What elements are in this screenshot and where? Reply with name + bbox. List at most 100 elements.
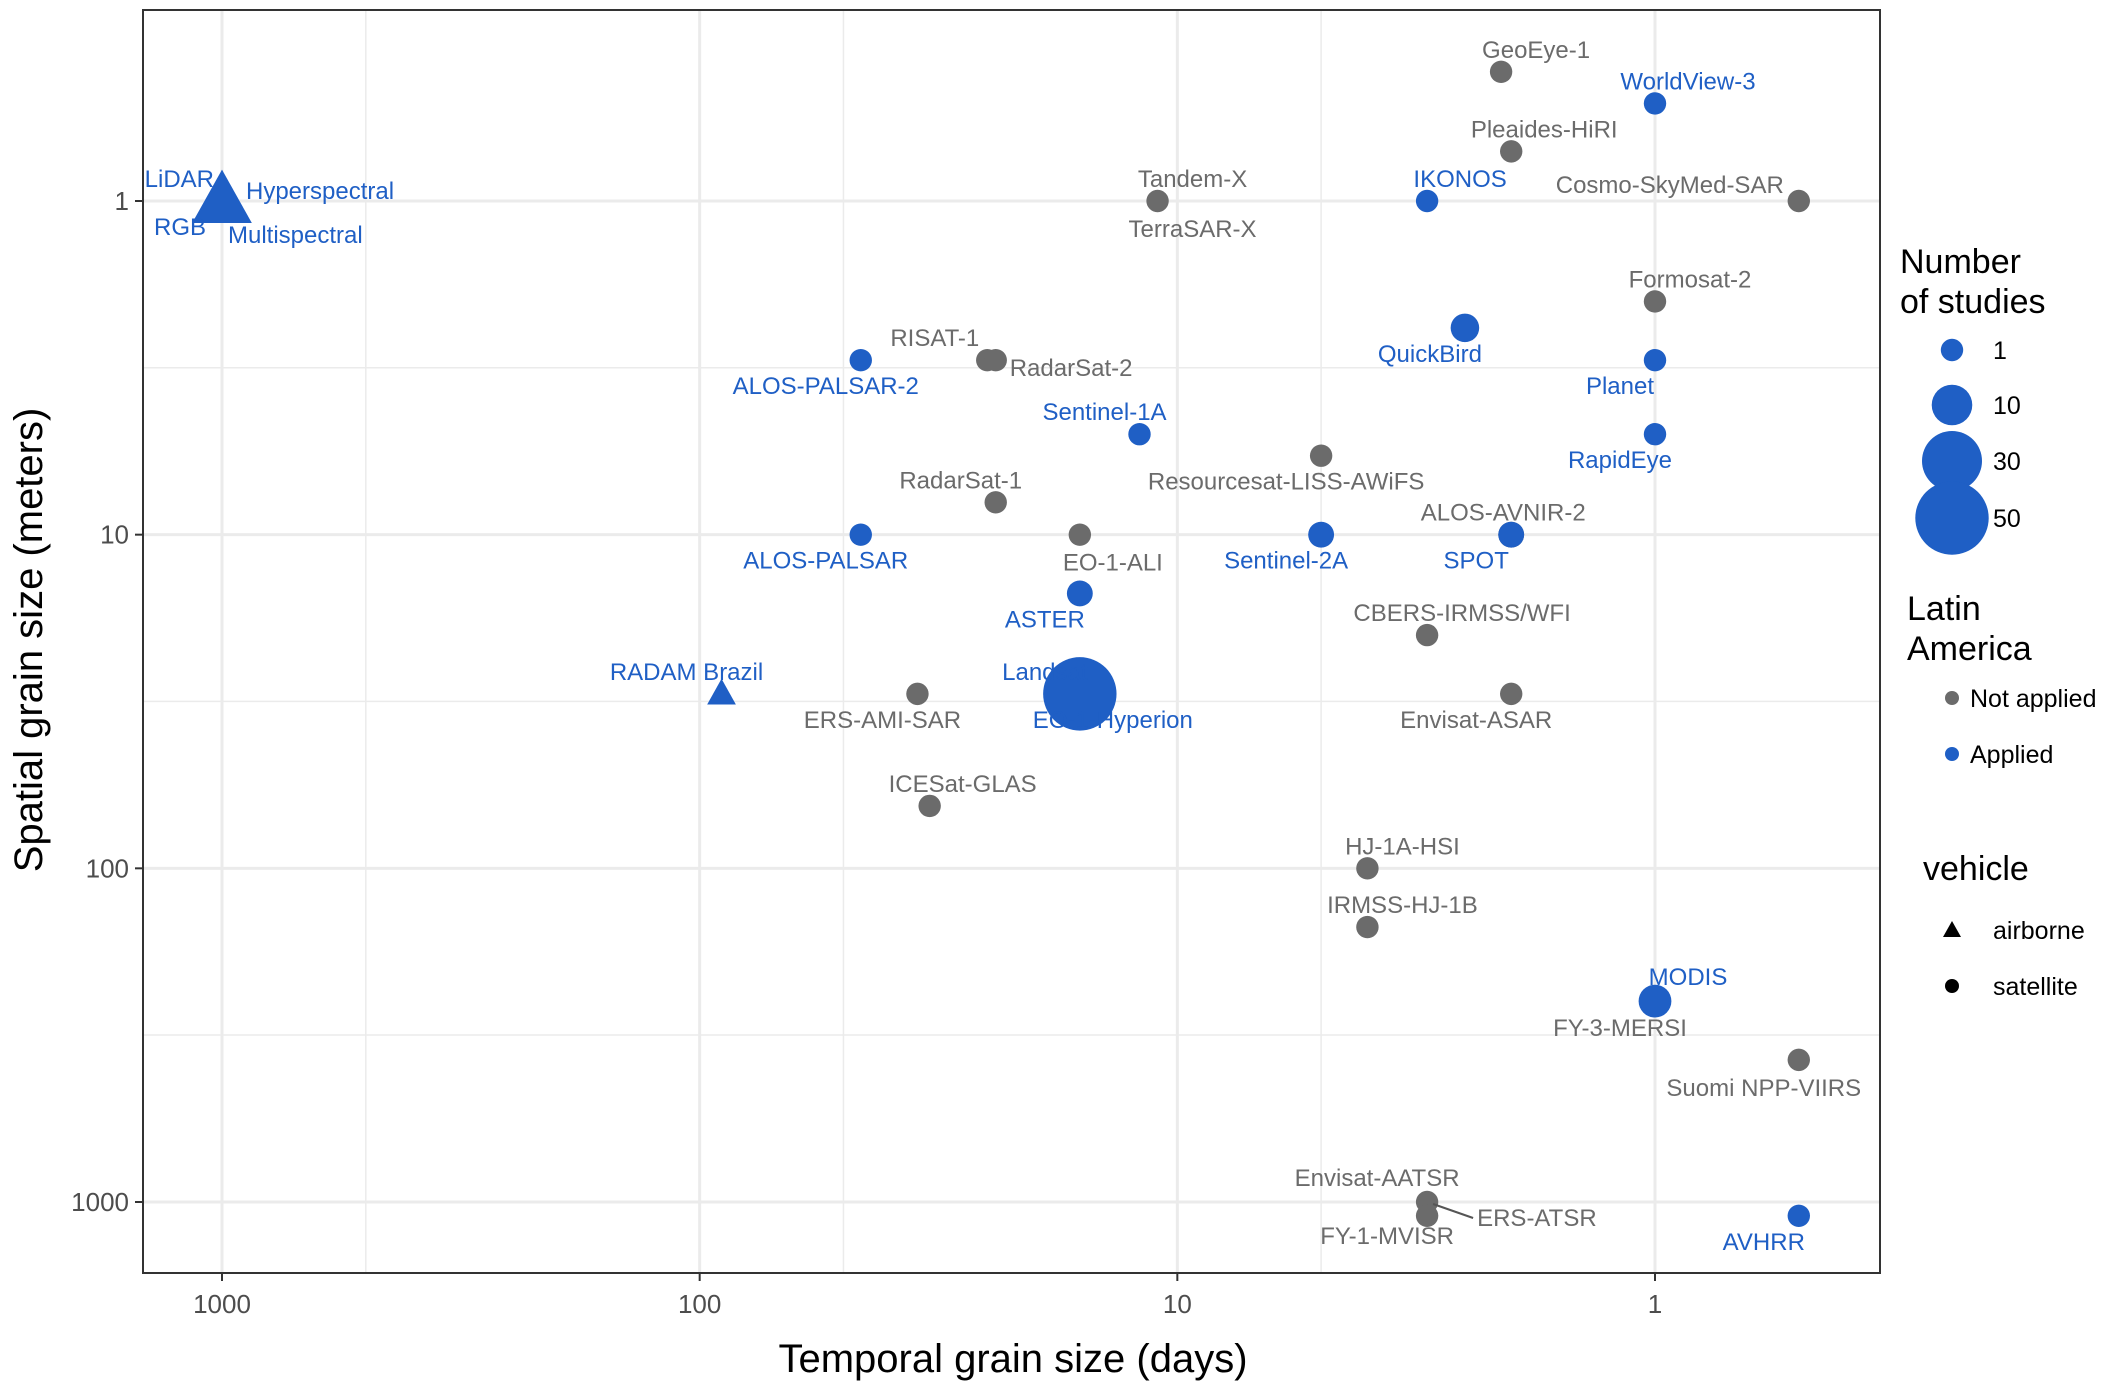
x-tick-label: 1000 [193,1289,251,1319]
point-modis [1638,984,1672,1018]
legend-color-label-applied: Applied [1970,741,2053,769]
point-radarsat-1 [984,491,1007,514]
point-label-spot: SPOT [1444,548,1510,575]
legend-size-label-50: 50 [1993,505,2021,533]
y-axis-title: Spatial grain size (meters) [7,408,51,873]
y-tick-label: 1000 [71,1187,129,1217]
legend-size-label-30: 30 [1993,448,2021,476]
point-label-planet: Planet [1586,373,1654,400]
point-fy-1-mvisr [1415,1204,1439,1228]
point-label-sentinel-1a: Sentinel-1A [1042,399,1166,426]
point-label-radarsat-2: RadarSat-2 [1010,355,1133,382]
point-label-ers-atsr: ERS-ATSR [1477,1205,1597,1232]
point-label-resourcesat-liss-awifs: Resourcesat-LISS-AWiFS [1148,469,1425,496]
point-resourcesat-liss-awifs [1309,444,1333,467]
point-label-envisat-aatsr: Envisat-AATSR [1295,1165,1460,1192]
point-label-cbers-irmss-wfi: CBERS-IRMSS/WFI [1353,600,1570,627]
data-points [192,60,1810,1228]
legend-shape-label-satellite: satellite [1993,973,2078,1001]
legend-shape-label-airborne: airborne [1993,917,2085,945]
point-label-avhrr: AVHRR [1723,1229,1805,1256]
point-label-cosmo-skymed-sar: Cosmo-SkyMed-SAR [1556,172,1784,199]
legend-shape-circle [1945,979,1959,993]
grid-lines [143,10,1880,1273]
legend-color-swatch-not-applied [1945,691,1959,705]
point-cbers-irmss-wfi [1415,623,1439,647]
point-quickbird [1450,313,1480,343]
point-alos-palsar [849,523,872,546]
point-radam-brazil [707,678,736,705]
point-label-ers-ami-sar: ERS-AMI-SAR [804,707,961,734]
point-planet [1643,348,1667,372]
point-worldview-3 [1643,92,1667,115]
legend-color-title-line1: Latin [1907,590,1981,628]
legend-size-label-10: 10 [1993,392,2021,420]
point-label-suomi-npp-viirs: Suomi NPP-VIIRS [1666,1075,1861,1102]
point-icesat-glas [918,794,941,818]
legend-size-circle-30 [1921,430,1983,492]
point-envisat-asar [1500,682,1523,706]
legend-size-title-line2: of studies [1900,283,2046,321]
point-aster [1066,580,1093,607]
y-tick-label: 10 [100,520,129,550]
point-radarsat-2 [984,348,1007,372]
axis-ticks: 1000 100 10 1 1 10 100 1000 [71,186,1662,1319]
point-cosmo-skymed-sar [1787,189,1810,213]
point-label-eo-1-hyperion: EO-1-Hyperion [1033,707,1193,734]
point-label-alos-avnir-2: ALOS-AVNIR-2 [1421,500,1586,527]
point-label-radarsat-1: RadarSat-1 [899,467,1022,494]
point-label-envisat-asar: Envisat-ASAR [1400,707,1552,734]
legend-shape-triangle [1943,921,1961,937]
legend-color-title-line2: America [1907,630,2032,668]
point-sentinel-1a [1128,423,1151,446]
legend-size-circle-10 [1931,384,1973,426]
y-tick-label: 100 [86,853,129,883]
point-label-irmss-hj-1b: IRMSS-HJ-1B [1327,892,1478,919]
point-label-hj-1a-hsi: HJ-1A-HSI [1345,833,1460,860]
point-label-ikonos: IKONOS [1413,166,1506,193]
point-label-radam-brazil: RADAM Brazil [610,659,763,686]
legend-number-of-studies: Number of studies 1 10 30 50 [1900,243,2046,555]
point-label-aster: ASTER [1005,606,1085,633]
point-label-rgb: RGB [154,214,206,241]
point-label-fy-1-mvisr: FY-1-MVISR [1320,1223,1454,1250]
point-avhrr [1787,1204,1810,1228]
legend-size-circle-1 [1940,338,1964,362]
legend-color-swatch-applied [1945,747,1959,761]
point-label-fy-3-mersi: FY-3-MERSI [1553,1015,1687,1042]
point-label-modis: MODIS [1649,964,1728,991]
point-tandem-x [1146,189,1169,213]
point-spot [1498,521,1525,548]
point-landsat [1043,657,1117,731]
point-irmss-hj-1b [1356,915,1379,939]
point-lidar [192,169,252,223]
point-label-eo-1-ali: EO-1-ALI [1063,550,1163,577]
legend-vehicle: vehicle airborne satellite [1923,850,2085,1001]
point-label-worldview-3: WorldView-3 [1620,68,1755,95]
point-label-pleaides-hiri: Pleaides-HiRI [1471,116,1618,143]
legend-size-title-line1: Number [1900,243,2021,281]
point-label-sentinel-2a: Sentinel-2A [1224,548,1348,575]
point-label-icesat-glas: ICESat-GLAS [889,771,1037,798]
legend-shape-title: vehicle [1923,850,2029,888]
point-label-risat-1: RISAT-1 [890,325,979,352]
legend-latin-america: Latin America Not applied Applied [1907,590,2096,769]
x-tick-label: 100 [678,1289,721,1319]
x-axis-title: Temporal grain size (days) [778,1337,1247,1381]
legend-color-label-not-applied: Not applied [1970,685,2096,713]
point-formosat-2 [1643,290,1667,313]
point-label-geoeye-1: GeoEye-1 [1482,37,1590,64]
point-pleaides-hiri [1500,140,1523,163]
legend-size-label-1: 1 [1993,337,2007,365]
point-label-formosat-2: Formosat-2 [1629,266,1752,293]
ers-atsr-leader-line [1432,1203,1474,1219]
point-label-tandem-x: Tandem-X [1138,166,1247,193]
y-tick-label: 1 [115,186,129,216]
point-rapideye [1643,423,1667,446]
legend-size-circle-50 [1915,481,1989,555]
point-label-terrasar-x: TerraSAR-X [1129,216,1257,243]
point-label-multispectral: Multispectral [228,222,363,249]
point-ikonos [1415,189,1439,213]
point-label-alos-palsar-2: ALOS-PALSAR-2 [733,373,919,400]
x-tick-label: 1 [1648,1289,1662,1319]
